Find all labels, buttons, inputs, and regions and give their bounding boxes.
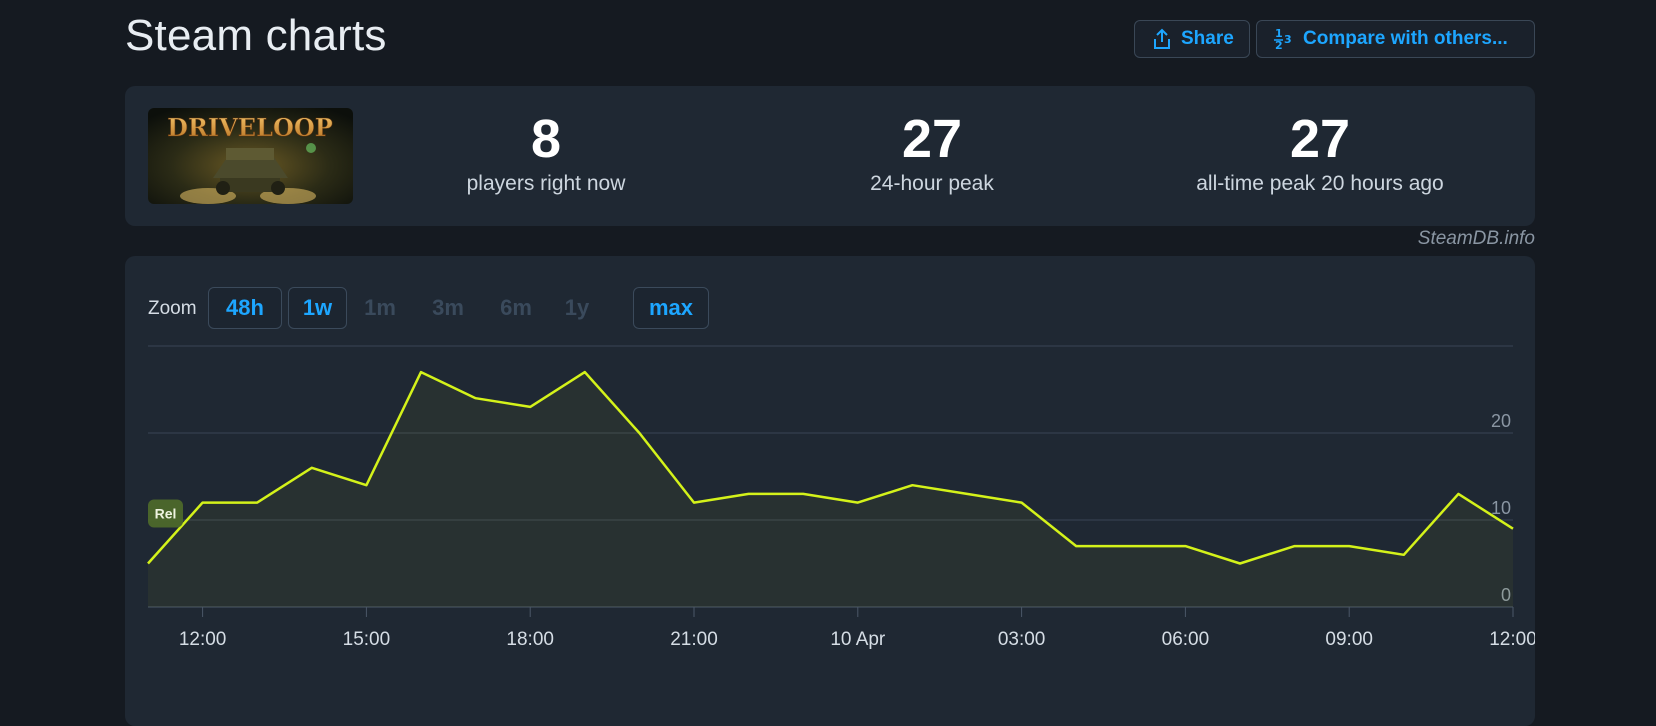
- stat-label: 24-hour peak: [870, 172, 994, 195]
- stat-24h-peak: 27 24-hour peak: [772, 108, 1092, 198]
- x-tick-label: 18:00: [506, 629, 554, 650]
- data-point: [1074, 544, 1078, 548]
- x-tick-label: 03:00: [998, 629, 1046, 650]
- svg-text:1: 1: [1275, 27, 1283, 40]
- x-tick-label: 06:00: [1162, 629, 1210, 650]
- series-line: [147, 370, 1514, 565]
- x-tick-label: 09:00: [1325, 629, 1373, 650]
- y-tick-label: 0: [1501, 585, 1511, 605]
- game-thumbnail[interactable]: DRIVELOOP: [148, 108, 353, 204]
- stat-label: all-time peak 20 hours ago: [1196, 172, 1444, 195]
- zoom-option-48h[interactable]: 48h: [208, 287, 282, 329]
- x-tick-label: 15:00: [343, 629, 391, 650]
- share-icon: [1151, 28, 1173, 50]
- share-label: Share: [1181, 28, 1234, 49]
- data-point: [1402, 553, 1406, 557]
- data-point: [201, 501, 205, 505]
- x-tick-label: 12:00: [1489, 629, 1535, 650]
- data-point: [583, 370, 587, 374]
- share-button[interactable]: Share: [1134, 20, 1250, 58]
- data-point: [364, 483, 368, 487]
- data-point: [1238, 562, 1242, 566]
- fraction-icon: 1 2 3: [1273, 27, 1295, 51]
- zoom-option-max[interactable]: max: [633, 287, 709, 329]
- release-badge-label: Rel: [155, 506, 177, 522]
- data-point: [1293, 544, 1297, 548]
- player-count-chart[interactable]: 0 10 20 12:00 15:00 18:00 21:00 10 Apr 03:00 06:0…: [125, 256, 1535, 719]
- page-title: Steam charts: [125, 11, 387, 60]
- stat-value: 8: [530, 109, 562, 169]
- data-point: [528, 405, 532, 409]
- zoom-option-6m: 6m: [500, 295, 532, 320]
- data-point: [1511, 527, 1515, 531]
- stats-panel: DRIVELOOP 8 players right now 27 24-hour…: [125, 86, 1535, 226]
- data-point: [1347, 544, 1351, 548]
- data-point: [692, 501, 696, 505]
- data-point: [801, 492, 805, 496]
- zoom-label: Zoom: [148, 298, 197, 319]
- data-point: [910, 483, 914, 487]
- data-point: [1456, 492, 1460, 496]
- data-point: [1129, 544, 1133, 548]
- y-tick-label: 20: [1491, 411, 1511, 431]
- data-point: [1020, 501, 1024, 505]
- data-point: [856, 501, 860, 505]
- compare-label: Compare with others...: [1303, 28, 1508, 49]
- data-point: [637, 431, 641, 435]
- data-point: [419, 370, 423, 374]
- svg-text:3: 3: [1284, 33, 1292, 46]
- x-tick-label: 10 Apr: [830, 629, 886, 650]
- data-point: [474, 396, 478, 400]
- zoom-option-1m: 1m: [364, 295, 396, 320]
- stat-all-time-peak: 27 all-time peak 20 hours ago: [1160, 108, 1480, 198]
- zoom-option-1y: 1y: [564, 295, 590, 320]
- data-point: [747, 492, 751, 496]
- svg-text:2: 2: [1275, 39, 1283, 51]
- stat-label: players right now: [466, 172, 626, 195]
- compare-button[interactable]: 1 2 3 Compare with others...: [1256, 20, 1535, 58]
- chart-panel: Zoom 48h 1w 1m 3m 6m 1y max 0 10 20 12:00 15:00 18:…: [125, 256, 1535, 726]
- data-point: [965, 492, 969, 496]
- data-point: [310, 466, 314, 470]
- page: Steam charts Share 1 2 3 Compare with ot…: [125, 0, 1535, 726]
- data-point: [1183, 544, 1187, 548]
- x-tick-label: 12:00: [179, 629, 227, 650]
- series-area: [148, 372, 1513, 607]
- game-logo-text: DRIVELOOP: [167, 113, 333, 142]
- zoom-option-3m: 3m: [432, 295, 464, 320]
- y-tick-label: 10: [1491, 498, 1511, 518]
- x-tick-label: 21:00: [670, 629, 718, 650]
- release-badge: [148, 499, 183, 528]
- data-point: [255, 501, 259, 505]
- zoom-option-1w[interactable]: 1w: [288, 287, 347, 329]
- data-point: [146, 562, 150, 566]
- steamdb-credit[interactable]: SteamDB.info: [1417, 228, 1535, 249]
- stat-players-now: 8 players right now: [386, 108, 706, 198]
- stat-value: 27: [901, 109, 963, 169]
- stat-value: 27: [1289, 109, 1351, 169]
